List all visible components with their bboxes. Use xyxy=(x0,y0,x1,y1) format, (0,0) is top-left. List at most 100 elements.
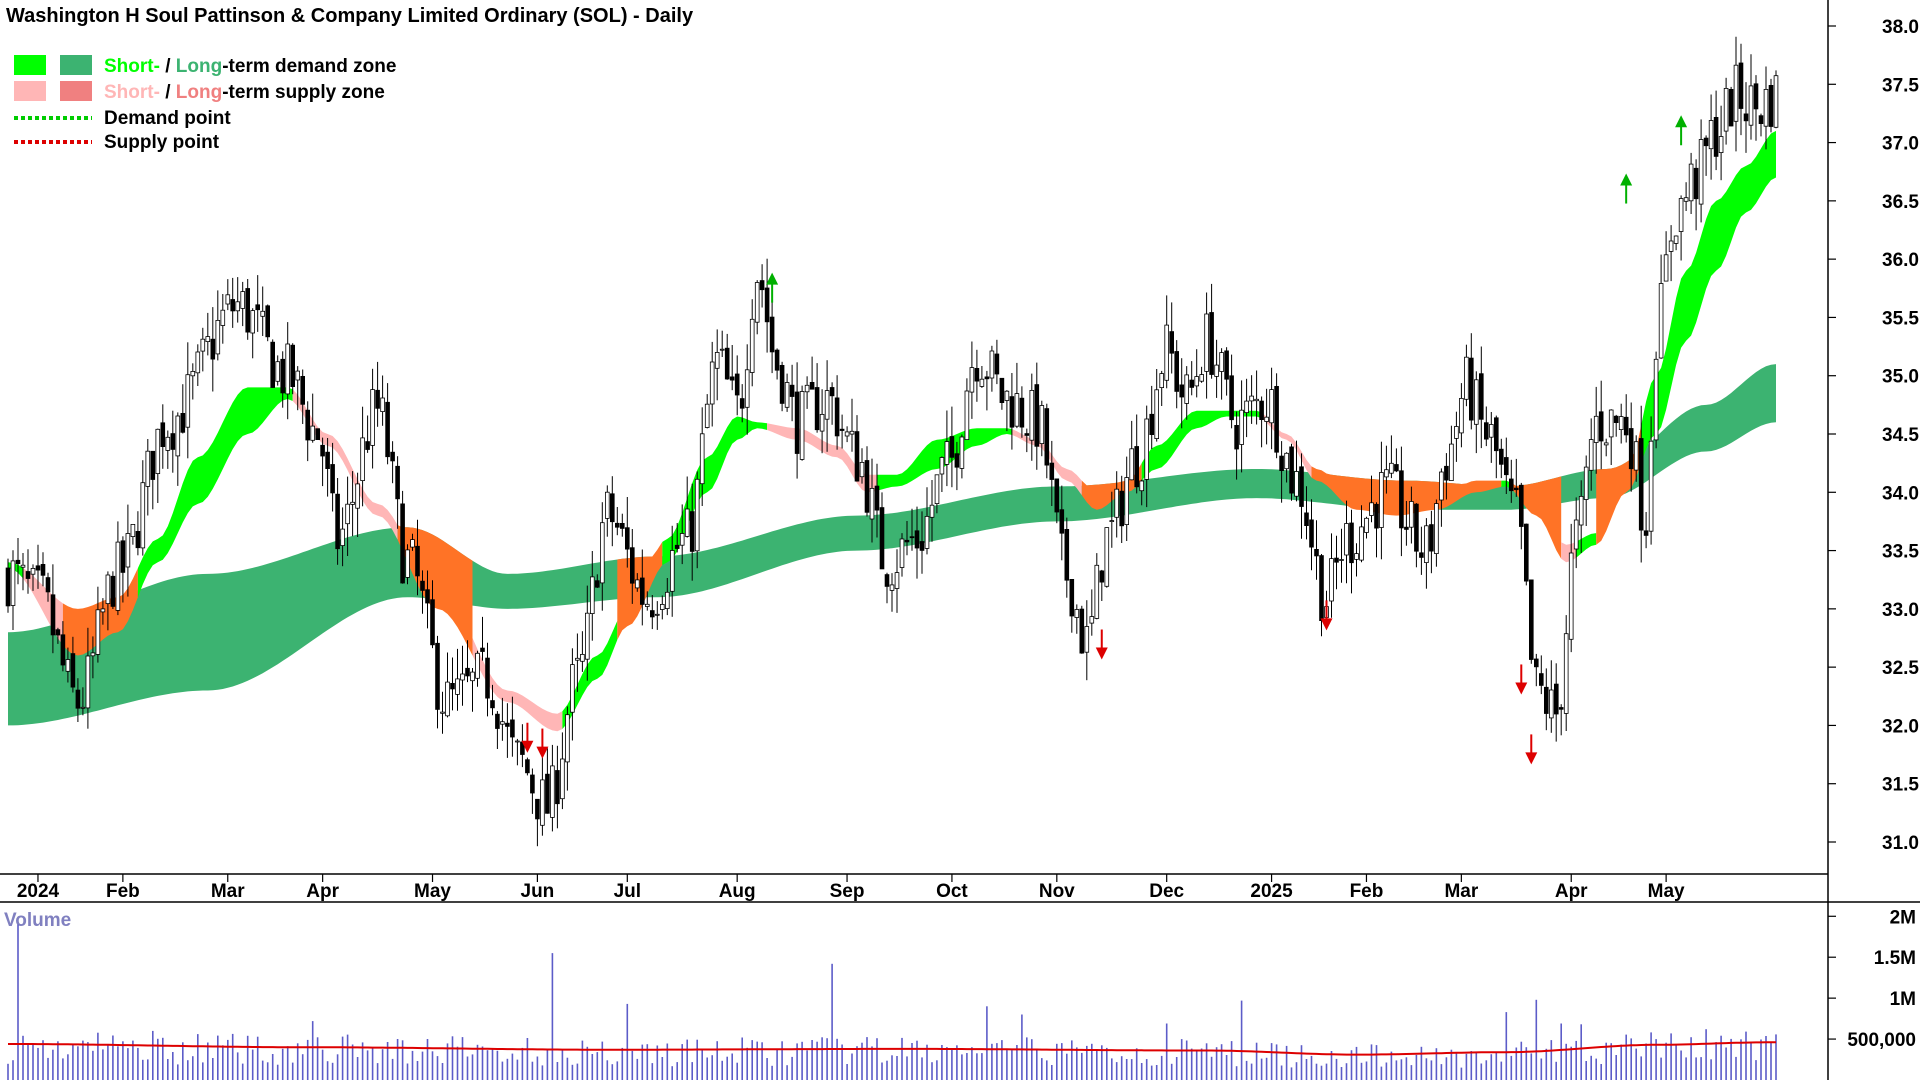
candle-body xyxy=(100,608,106,613)
candle-body xyxy=(1124,477,1130,526)
supply-point-arrow xyxy=(1515,664,1528,695)
supply-demand-overlap-zone xyxy=(1511,476,1562,559)
candle-body xyxy=(350,501,355,505)
candle-body xyxy=(1259,400,1264,421)
candle-body xyxy=(10,560,16,606)
supply-demand-overlap-zone xyxy=(617,541,663,640)
candle-body xyxy=(1534,658,1539,668)
candle-body xyxy=(819,413,825,432)
candle-body xyxy=(1334,557,1339,563)
candle-body xyxy=(979,378,985,387)
candle-body xyxy=(864,460,870,513)
candle-body xyxy=(465,667,470,677)
x-tick-label: Jul xyxy=(614,881,641,902)
candle-body xyxy=(1004,390,1010,401)
candle-body xyxy=(205,336,211,343)
candle-body xyxy=(370,389,375,446)
candle-body xyxy=(1434,503,1439,555)
candle-body xyxy=(35,565,41,571)
candle-body xyxy=(714,351,720,369)
candle-body xyxy=(1319,555,1324,621)
x-tick-label: May xyxy=(414,881,451,902)
candle-body xyxy=(445,681,450,717)
candle-body xyxy=(1628,428,1634,470)
candle-body xyxy=(839,428,845,431)
short-term-demand-zone xyxy=(877,428,1012,491)
candle-body xyxy=(1354,553,1359,560)
candle-body xyxy=(929,504,935,518)
candle-body xyxy=(140,482,146,549)
candle-body xyxy=(650,610,655,618)
candle-body xyxy=(924,516,930,549)
candle-body xyxy=(570,664,575,713)
long-term-band-layer xyxy=(8,364,1776,726)
candle-body xyxy=(250,310,256,334)
candle-body xyxy=(1464,356,1469,400)
candle-body xyxy=(754,282,760,323)
candle-body xyxy=(1184,374,1190,404)
candle-body xyxy=(1469,357,1474,421)
candle-body xyxy=(1643,530,1649,536)
candle-body xyxy=(85,655,91,709)
candle-body xyxy=(585,612,590,660)
candle-body xyxy=(1194,376,1200,387)
candle-body xyxy=(1009,396,1015,428)
candle-body xyxy=(130,524,136,538)
candle-body xyxy=(804,384,810,393)
candle-body xyxy=(1369,502,1374,516)
candle-body xyxy=(1693,167,1699,200)
candle-body xyxy=(235,301,241,312)
candle-body xyxy=(1234,424,1239,450)
candle-body xyxy=(1598,411,1604,442)
x-tick-label: Sep xyxy=(830,881,865,902)
candle-body xyxy=(1339,559,1344,561)
candle-body xyxy=(1019,397,1025,428)
y-tick-label: 31.5 xyxy=(1882,775,1919,796)
candle-body xyxy=(535,798,540,820)
candle-body xyxy=(749,318,755,373)
candle-body xyxy=(1109,520,1115,522)
candle-body xyxy=(1429,524,1434,552)
short-term-band-layer xyxy=(8,130,1776,732)
legend-label: Short- / Long-term supply zone xyxy=(104,82,385,103)
candle-body xyxy=(375,389,380,409)
candle-body xyxy=(1459,397,1464,434)
candle-body xyxy=(550,765,555,818)
candle-body xyxy=(415,545,420,577)
candle-body xyxy=(1509,478,1514,492)
candle-body xyxy=(575,657,580,661)
candle-body xyxy=(15,559,21,564)
candle-body xyxy=(674,544,680,549)
candle-body xyxy=(1349,522,1354,564)
candle-body xyxy=(455,678,460,695)
candle-body xyxy=(1064,529,1070,581)
candle-body xyxy=(1154,389,1160,439)
candle-body xyxy=(1089,616,1095,624)
candle-body xyxy=(150,450,156,480)
candle-body xyxy=(1439,471,1444,501)
candle-body xyxy=(1264,416,1269,422)
candle-body xyxy=(759,280,765,291)
candle-body xyxy=(879,507,885,570)
candle-body xyxy=(859,461,865,478)
candle-body xyxy=(1094,564,1100,619)
candle-body xyxy=(220,309,226,326)
candle-body xyxy=(530,774,535,794)
candle-body xyxy=(1104,527,1110,587)
candle-body xyxy=(560,758,565,800)
candle-body xyxy=(1653,358,1659,441)
candle-body xyxy=(1069,579,1075,617)
candle-body xyxy=(1214,364,1219,377)
y-tick-label: 36.0 xyxy=(1882,250,1919,271)
candle-body xyxy=(1529,579,1534,660)
candle-body xyxy=(854,431,860,482)
legend-entry: Short- / Long-term supply zone xyxy=(14,81,385,103)
candle-body xyxy=(430,599,435,646)
candle-body xyxy=(620,523,625,529)
candle-body xyxy=(425,589,430,604)
candle-body xyxy=(684,508,690,537)
candle-body xyxy=(1424,525,1429,563)
candle-body xyxy=(1414,503,1419,552)
